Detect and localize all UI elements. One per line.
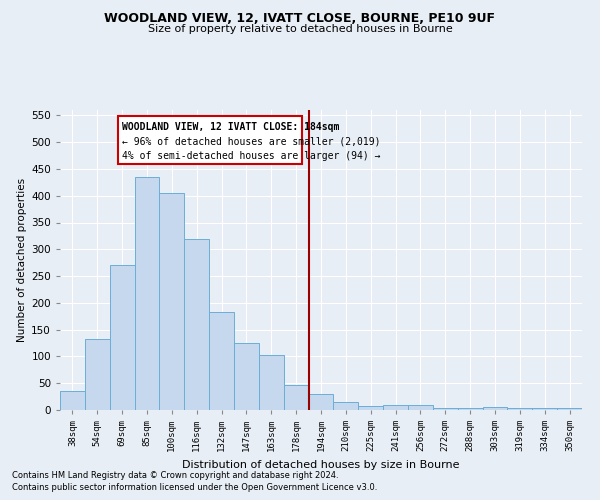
FancyBboxPatch shape [118, 116, 302, 164]
Text: WOODLAND VIEW, 12, IVATT CLOSE, BOURNE, PE10 9UF: WOODLAND VIEW, 12, IVATT CLOSE, BOURNE, … [104, 12, 496, 26]
Y-axis label: Number of detached properties: Number of detached properties [17, 178, 27, 342]
Bar [160, 193, 184, 410]
X-axis label: Distribution of detached houses by size in Bourne: Distribution of detached houses by size … [182, 460, 460, 469]
Bar [383, 405, 408, 410]
Text: 4% of semi-detached houses are larger (94) →: 4% of semi-detached houses are larger (9… [122, 150, 380, 160]
Text: Contains public sector information licensed under the Open Government Licence v3: Contains public sector information licen… [12, 484, 377, 492]
Bar [482, 408, 508, 410]
Bar [234, 343, 259, 410]
Bar [532, 408, 557, 410]
Bar [308, 394, 334, 410]
Bar [184, 238, 209, 410]
Bar [358, 406, 383, 410]
Bar [259, 355, 284, 410]
Bar [284, 386, 308, 410]
Bar [85, 340, 110, 410]
Bar [508, 408, 532, 410]
Text: Contains HM Land Registry data © Crown copyright and database right 2024.: Contains HM Land Registry data © Crown c… [12, 471, 338, 480]
Bar [110, 266, 134, 410]
Text: Size of property relative to detached houses in Bourne: Size of property relative to detached ho… [148, 24, 452, 34]
Bar [334, 402, 358, 410]
Bar [433, 408, 458, 410]
Bar [209, 312, 234, 410]
Bar [134, 177, 160, 410]
Text: WOODLAND VIEW, 12 IVATT CLOSE: 184sqm: WOODLAND VIEW, 12 IVATT CLOSE: 184sqm [122, 122, 340, 132]
Bar [458, 408, 482, 410]
Text: ← 96% of detached houses are smaller (2,019): ← 96% of detached houses are smaller (2,… [122, 136, 380, 146]
Bar [408, 404, 433, 410]
Bar [557, 408, 582, 410]
Bar [60, 391, 85, 410]
